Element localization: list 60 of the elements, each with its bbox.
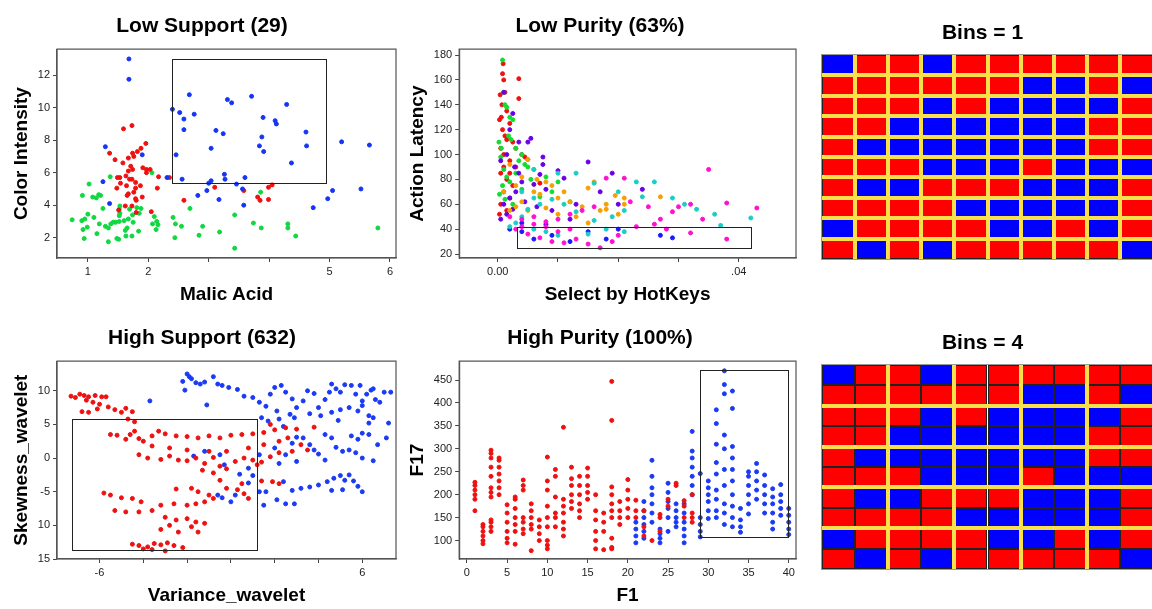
x-tick-label: 20	[621, 565, 634, 578]
y-tick-label: 10	[37, 100, 51, 113]
y-tick-label: 10	[37, 518, 51, 531]
y-tick-label: 350	[433, 418, 453, 431]
x-tick-label: 0	[463, 565, 470, 578]
y-axis-title: Color Intensity	[9, 86, 31, 221]
y-tick-label: 400	[433, 395, 453, 408]
y-tick-label: 120	[433, 122, 453, 135]
x-tick-label: 6	[386, 264, 394, 277]
x-tick-label: 35	[742, 565, 755, 578]
x-tick-label: -6	[94, 565, 105, 578]
x-tick-label: 15	[581, 565, 594, 578]
x-tick-label: 1	[84, 264, 91, 277]
y-tick-label: 10	[37, 383, 51, 396]
y-axis-title: Skewness_wavelet	[9, 373, 31, 546]
y-tick-label: 140	[433, 97, 453, 110]
y-tick-label: 20	[439, 247, 453, 260]
y-tick-label: 250	[433, 464, 453, 477]
chart-title: Low Support (29)	[116, 13, 288, 37]
x-axis-title: Variance_wavelet	[147, 583, 306, 605]
y-tick-label: 12	[37, 68, 51, 81]
y-tick-label: 450	[433, 373, 453, 386]
y-tick-label: 180	[433, 48, 453, 61]
y-tick-label: 2	[43, 230, 51, 243]
y-tick-label: 6	[43, 165, 51, 178]
y-tick-label: 8	[43, 133, 51, 146]
y-tick-label: 0	[43, 451, 51, 464]
y-tick-label: 4	[43, 198, 51, 211]
y-tick-label: 160	[433, 72, 453, 85]
x-tick-label: 6	[359, 565, 366, 578]
x-tick-label: 5	[326, 264, 333, 277]
x-tick-label: .04	[731, 264, 747, 277]
x-tick-label: 10	[541, 565, 554, 578]
chart-title: High Purity (100%)	[507, 325, 693, 349]
y-tick-label: 5	[43, 417, 51, 430]
y-axis-title: F17	[405, 443, 427, 477]
y-tick-label: 200	[433, 487, 453, 500]
y-tick-label: 80	[439, 172, 453, 185]
y-tick-label: 300	[433, 441, 453, 454]
x-axis-title: F1	[616, 583, 640, 605]
text: Bins = 4	[940, 330, 1025, 354]
chart-title: High Support (632)	[108, 325, 296, 349]
y-tick-label: 150	[433, 510, 453, 523]
y-tick-label: 15	[37, 552, 51, 565]
text: Bins = 1	[940, 20, 1025, 44]
x-axis-title: Malic Acid	[179, 282, 274, 304]
y-tick-label: 40	[439, 222, 453, 235]
x-tick-label: 40	[782, 565, 795, 578]
x-tick-label: 30	[702, 565, 715, 578]
chart-title: Low Purity (63%)	[515, 13, 685, 37]
y-tick-label: 100	[433, 533, 453, 546]
y-tick-label: -5	[40, 484, 51, 497]
x-tick-label: 25	[661, 565, 675, 578]
x-axis-title: Select by HotKeys	[544, 282, 711, 304]
y-tick-label: 60	[439, 197, 453, 210]
y-tick-label: 100	[433, 147, 453, 160]
x-tick-label: 0.00	[487, 264, 509, 277]
x-tick-label: 2	[145, 264, 152, 277]
y-axis-title: Action Latency	[405, 85, 427, 222]
x-tick-label: 5	[504, 565, 511, 578]
